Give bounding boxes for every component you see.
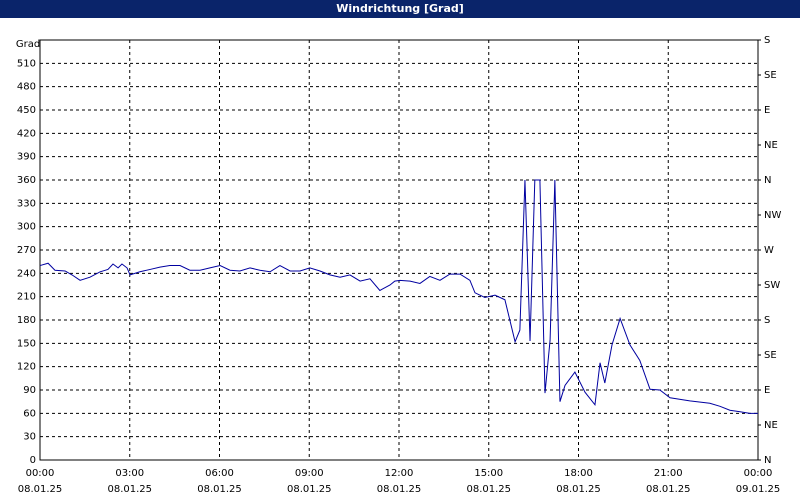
chart-title: Windrichtung [Grad]: [336, 2, 464, 15]
y-tick-label: 420: [17, 128, 36, 139]
y2-tick-label: W: [764, 245, 774, 256]
x-tick-date: 08.01.25: [556, 484, 601, 495]
x-tick-label: 21:00: [654, 468, 683, 479]
y2-tick-label: E: [764, 105, 770, 116]
x-tick-label: 06:00: [205, 468, 234, 479]
y2-tick-label: NW: [764, 210, 781, 221]
x-tick-label: 03:00: [115, 468, 144, 479]
x-tick-date: 08.01.25: [107, 484, 152, 495]
x-tick-date: 08.01.25: [466, 484, 511, 495]
y-tick-label: 90: [23, 385, 36, 396]
y2-tick-label: S: [764, 35, 770, 46]
y-tick-label: 150: [17, 338, 36, 349]
y-tick-label: 120: [17, 362, 36, 373]
x-tick-label: 15:00: [474, 468, 503, 479]
y2-tick-label: SE: [764, 350, 777, 361]
x-tick-label: 12:00: [385, 468, 414, 479]
y-tick-label: 510: [17, 58, 36, 69]
y-tick-label: 450: [17, 105, 36, 116]
x-tick-date: 08.01.25: [646, 484, 691, 495]
x-tick-date: 08.01.25: [287, 484, 332, 495]
y2-tick-label: E: [764, 385, 770, 396]
y-tick-label: 270: [17, 245, 36, 256]
x-tick-label: 00:00: [744, 468, 773, 479]
y-tick-label: 60: [23, 408, 36, 419]
y-tick-label: 300: [17, 222, 36, 233]
y-tick-label: 30: [23, 432, 36, 443]
y-tick-label: 360: [17, 175, 36, 186]
y2-tick-label: NE: [764, 140, 778, 151]
y-tick-label: 180: [17, 315, 36, 326]
y2-tick-label: S: [764, 315, 770, 326]
y2-tick-label: N: [764, 455, 771, 466]
y-tick-label: 390: [17, 152, 36, 163]
y-tick-label: 480: [17, 82, 36, 93]
y-tick-label: 240: [17, 268, 36, 279]
x-tick-date: 08.01.25: [197, 484, 242, 495]
y-axis-label: Grad: [16, 39, 40, 50]
title-bar: [0, 0, 800, 18]
x-tick-label: 09:00: [295, 468, 324, 479]
y2-tick-label: N: [764, 175, 771, 186]
x-tick-date: 09.01.25: [736, 484, 781, 495]
x-tick-date: 08.01.25: [18, 484, 63, 495]
y-tick-label: 210: [17, 292, 36, 303]
x-tick-date: 08.01.25: [377, 484, 422, 495]
y-tick-label: 0: [30, 455, 36, 466]
x-tick-label: 18:00: [564, 468, 593, 479]
y2-tick-label: NE: [764, 420, 778, 431]
data-line: [39, 179, 758, 414]
y2-tick-label: SE: [764, 70, 777, 81]
y-tick-label: 330: [17, 198, 36, 209]
y2-tick-label: SW: [764, 280, 780, 291]
x-tick-label: 00:00: [26, 468, 55, 479]
